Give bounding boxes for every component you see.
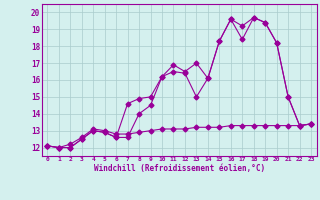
X-axis label: Windchill (Refroidissement éolien,°C): Windchill (Refroidissement éolien,°C)	[94, 164, 265, 173]
